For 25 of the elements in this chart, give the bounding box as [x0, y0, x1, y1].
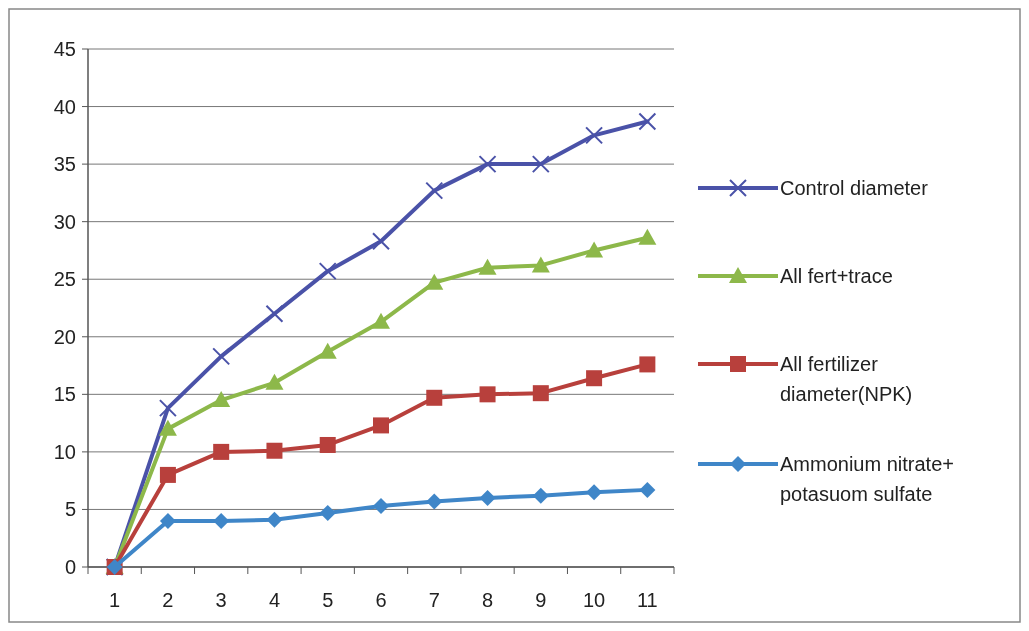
y-tick-label: 15 — [53, 383, 76, 406]
y-tick-label: 35 — [53, 153, 76, 176]
legend-label: All fert+trace — [780, 265, 893, 287]
y-tick-label: 0 — [64, 556, 76, 578]
x-tick-label: 7 — [428, 589, 440, 611]
legend-label: Control diameter — [780, 177, 929, 199]
x-tick-label: 2 — [162, 589, 174, 611]
x-tick-label: 8 — [481, 589, 494, 611]
x-tick-label: 10 — [582, 589, 606, 611]
y-tick-label: 5 — [64, 498, 76, 521]
y-tick-label: 30 — [53, 210, 76, 233]
legend-label: All fertilizer diameter(NPK) — [780, 353, 913, 405]
x-tick-label: 4 — [268, 589, 281, 611]
x-tick-label: 5 — [322, 589, 334, 611]
legend-label: Ammonium nitrate+ potasuom sulfate — [780, 453, 954, 505]
x-tick-label: 11 — [636, 589, 658, 611]
y-tick-label: 10 — [53, 440, 76, 463]
y-tick-label: 25 — [53, 268, 76, 291]
x-tick-label: 6 — [375, 589, 387, 611]
y-tick-label: 20 — [53, 325, 76, 348]
x-tick-label: 3 — [215, 589, 227, 611]
y-tick-label: 40 — [53, 95, 76, 118]
x-tick-label: 9 — [535, 589, 547, 611]
x-tick-label: 1 — [109, 589, 121, 611]
y-tick-label: 45 — [53, 38, 76, 60]
